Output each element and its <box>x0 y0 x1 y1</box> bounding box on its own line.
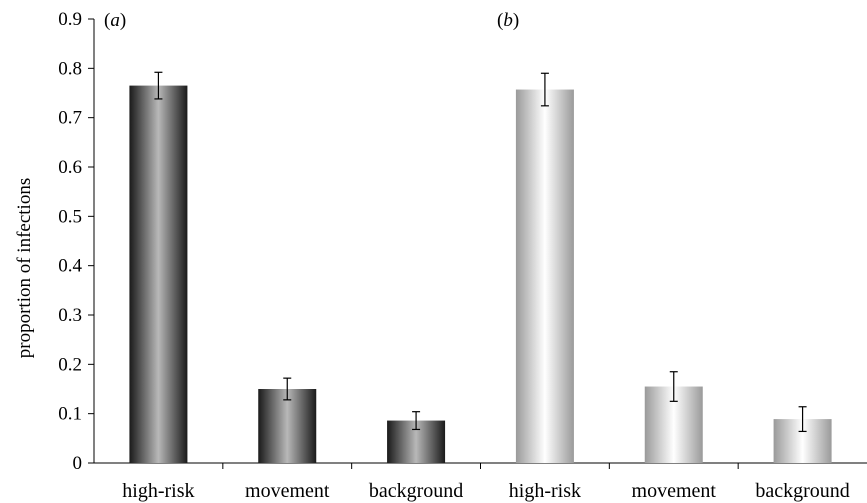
bar-high-risk <box>515 89 574 464</box>
y-axis: 0 0.1 0.2 0.3 0.4 0.5 0.6 0.7 0.8 0.9 <box>58 9 95 474</box>
category-label-high-risk: high-risk <box>509 480 581 502</box>
y-tick-label: 0.9 <box>58 9 82 30</box>
category-labels: high-risk movement background high-risk move… <box>122 480 849 502</box>
y-tick-label: 0.4 <box>58 256 82 277</box>
y-tick-label: 0.1 <box>58 404 82 425</box>
bar-high-risk <box>129 85 188 463</box>
category-label-background: background <box>755 480 849 502</box>
y-axis-title: proportion of infections <box>14 178 35 358</box>
category-label-movement: movement <box>245 480 330 502</box>
bars <box>129 85 832 464</box>
panel-label: (b) <box>497 10 519 31</box>
y-tick-label: 0.3 <box>58 305 82 326</box>
category-label-background: background <box>369 480 463 502</box>
y-tick-label: 0.8 <box>58 58 82 79</box>
y-tick-label: 0 <box>73 453 83 474</box>
category-label-movement: movement <box>632 480 717 502</box>
panel-labels: (a) (b) <box>104 10 519 31</box>
y-tick-label: 0.6 <box>58 157 82 178</box>
x-axis <box>94 462 867 469</box>
y-tick-label: 0.2 <box>58 354 82 375</box>
error-bars <box>154 71 807 433</box>
category-label-high-risk: high-risk <box>122 480 194 502</box>
y-tick-label: 0.7 <box>58 108 82 129</box>
bar-movement <box>258 389 317 463</box>
y-tick-label: 0.5 <box>58 206 82 227</box>
panel-label: (a) <box>104 10 126 31</box>
